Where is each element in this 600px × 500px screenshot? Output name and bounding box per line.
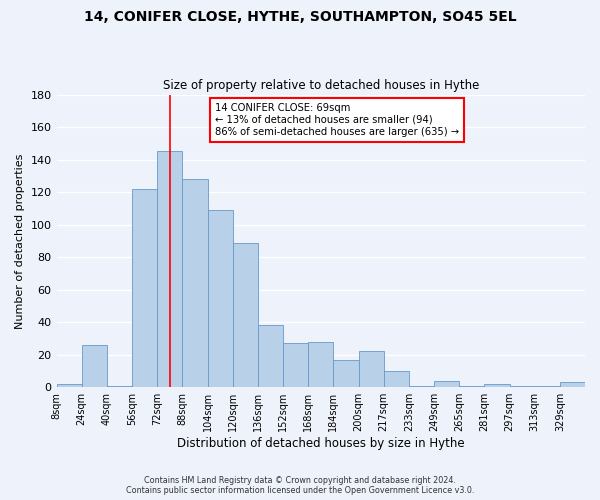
Bar — [383, 371, 409, 387]
Bar — [208, 210, 233, 387]
Bar — [484, 384, 509, 387]
Bar — [182, 179, 208, 387]
Y-axis label: Number of detached properties: Number of detached properties — [15, 153, 25, 328]
Bar — [560, 382, 585, 387]
Bar — [535, 386, 560, 387]
Bar — [308, 342, 334, 387]
Bar — [233, 242, 258, 387]
X-axis label: Distribution of detached houses by size in Hythe: Distribution of detached houses by size … — [177, 437, 464, 450]
Bar — [509, 386, 535, 387]
Bar — [459, 386, 484, 387]
Bar — [132, 189, 157, 387]
Bar — [82, 345, 107, 387]
Bar — [409, 386, 434, 387]
Bar — [334, 360, 359, 387]
Bar — [157, 152, 182, 387]
Bar — [56, 384, 82, 387]
Bar — [359, 352, 383, 387]
Bar — [107, 386, 132, 387]
Bar — [283, 344, 308, 387]
Bar — [434, 380, 459, 387]
Title: Size of property relative to detached houses in Hythe: Size of property relative to detached ho… — [163, 79, 479, 92]
Text: 14 CONIFER CLOSE: 69sqm
← 13% of detached houses are smaller (94)
86% of semi-de: 14 CONIFER CLOSE: 69sqm ← 13% of detache… — [215, 104, 459, 136]
Bar — [258, 326, 283, 387]
Text: Contains HM Land Registry data © Crown copyright and database right 2024.
Contai: Contains HM Land Registry data © Crown c… — [126, 476, 474, 495]
Text: 14, CONIFER CLOSE, HYTHE, SOUTHAMPTON, SO45 5EL: 14, CONIFER CLOSE, HYTHE, SOUTHAMPTON, S… — [83, 10, 517, 24]
